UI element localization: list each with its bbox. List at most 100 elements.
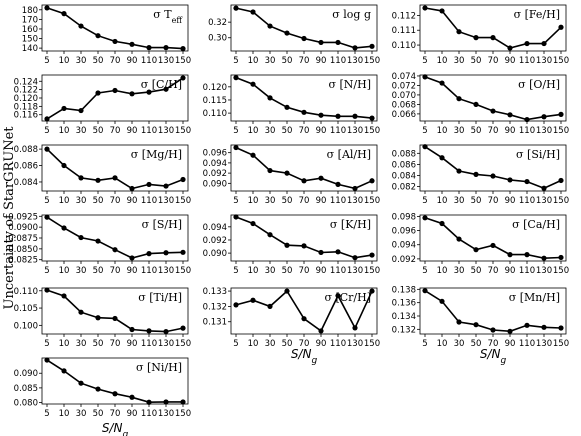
x-tick-label: 30 <box>76 126 87 136</box>
data-point <box>456 29 462 35</box>
y-tick-label: 0.074 <box>392 72 416 82</box>
x-tick-label: 30 <box>265 196 276 206</box>
x-tick-label: 110 <box>330 56 346 66</box>
x-tick-label: 10 <box>59 339 70 349</box>
y-tick-label: 0.070 <box>392 91 416 101</box>
x-tick-label: 150 <box>364 56 380 66</box>
x-tick-label: 70 <box>299 339 310 349</box>
data-point <box>163 399 169 405</box>
x-tick-label: 50 <box>282 196 293 206</box>
panel-label: σ [Al/H] <box>327 148 371 161</box>
data-point <box>369 178 375 184</box>
y-tick-label: 0.094 <box>203 223 227 233</box>
panel-label: σ [Ti/H] <box>138 291 182 304</box>
x-tick-label: 150 <box>553 339 569 349</box>
data-point <box>369 288 375 294</box>
panel-11: 0.092 0.094 0.096 0.098 5 10 30 50 70 90 110 130 150… <box>392 212 569 276</box>
data-point <box>558 177 564 184</box>
data-point <box>369 252 375 258</box>
x-tick-label: 150 <box>175 196 191 206</box>
data-point <box>129 394 135 400</box>
x-tick-label: 10 <box>437 196 448 206</box>
data-point <box>233 5 239 11</box>
data-point <box>146 251 152 257</box>
x-tick-label: 30 <box>265 56 276 66</box>
data-point <box>129 326 135 333</box>
y-tick-label: 0.090 <box>203 179 227 189</box>
y-tick-label: 0.0875 <box>8 234 38 244</box>
x-tick-label: 110 <box>519 126 535 136</box>
data-point <box>267 232 273 238</box>
y-tick-label: 0.068 <box>392 100 416 110</box>
data-point <box>352 255 358 261</box>
data-point <box>524 252 530 258</box>
x-tick-label: 50 <box>93 126 104 136</box>
x-tick-label: 110 <box>330 126 346 136</box>
data-point <box>112 391 118 397</box>
data-point <box>335 113 341 119</box>
data-point <box>352 113 358 119</box>
figure-ylabel: Uncertainty of StarGRUNet <box>2 126 17 310</box>
x-tick-label: 50 <box>93 409 104 419</box>
y-tick-label: 0.096 <box>203 149 227 159</box>
data-point <box>267 95 273 101</box>
y-tick-label: 0.118 <box>14 102 38 112</box>
x-tick-label: 110 <box>330 196 346 206</box>
data-point <box>61 368 67 374</box>
data-point <box>335 181 341 187</box>
data-point <box>318 39 324 46</box>
data-point <box>95 315 101 321</box>
y-tick-label: 0.096 <box>392 227 416 237</box>
y-tick-label: 0.136 <box>392 299 416 309</box>
data-point <box>44 214 50 220</box>
data-point <box>352 45 358 51</box>
data-point <box>44 287 50 293</box>
x-tick-label: 130 <box>347 266 363 276</box>
data-point <box>61 293 67 299</box>
y-tick-label: 0.32 <box>208 18 227 28</box>
x-tick-label: 50 <box>282 266 293 276</box>
data-point <box>301 178 307 184</box>
data-point <box>524 116 530 123</box>
y-tick-label: 0.086 <box>392 160 416 170</box>
data-point <box>44 116 50 122</box>
x-tick-label: 30 <box>265 266 276 276</box>
x-tick-label: 5 <box>422 126 427 136</box>
data-point <box>473 247 479 253</box>
x-tick-label: 50 <box>282 126 293 136</box>
data-point <box>250 220 256 227</box>
x-tick-label: 70 <box>488 126 499 136</box>
y-tick-label: 0.066 <box>392 110 416 120</box>
x-tick-label: 130 <box>158 126 174 136</box>
y-tick-label: 0.0925 <box>8 212 38 222</box>
panel-label: σ [S/H] <box>142 218 182 231</box>
data-point <box>335 249 341 255</box>
data-point <box>439 298 445 304</box>
data-point <box>507 252 513 258</box>
x-tick-label: 70 <box>488 56 499 66</box>
y-tick-label: 0.088 <box>14 145 38 155</box>
data-point <box>524 178 530 185</box>
x-tick-label: 10 <box>59 56 70 66</box>
x-tick-label: 30 <box>76 196 87 206</box>
x-tick-label: 5 <box>44 409 49 419</box>
y-tick-label: 0.0825 <box>8 256 38 266</box>
x-tick-label: 90 <box>505 56 516 66</box>
data-point <box>284 288 290 294</box>
x-tick-label: 130 <box>536 266 552 276</box>
x-tick-label: 90 <box>127 196 138 206</box>
y-tick-label: 0.092 <box>203 169 227 179</box>
data-point <box>369 43 375 49</box>
x-tick-label: 5 <box>233 56 238 66</box>
panel-label: σ [N/H] <box>328 78 371 91</box>
data-point <box>541 255 547 261</box>
x-tick-label: 150 <box>175 56 191 66</box>
data-point <box>318 175 324 181</box>
x-axis-titles: S/Ng S/Ng S/Ng <box>102 347 507 436</box>
x-tick-label: 10 <box>437 56 448 66</box>
data-point <box>541 324 547 330</box>
data-point <box>284 104 290 110</box>
data-point <box>180 325 186 331</box>
